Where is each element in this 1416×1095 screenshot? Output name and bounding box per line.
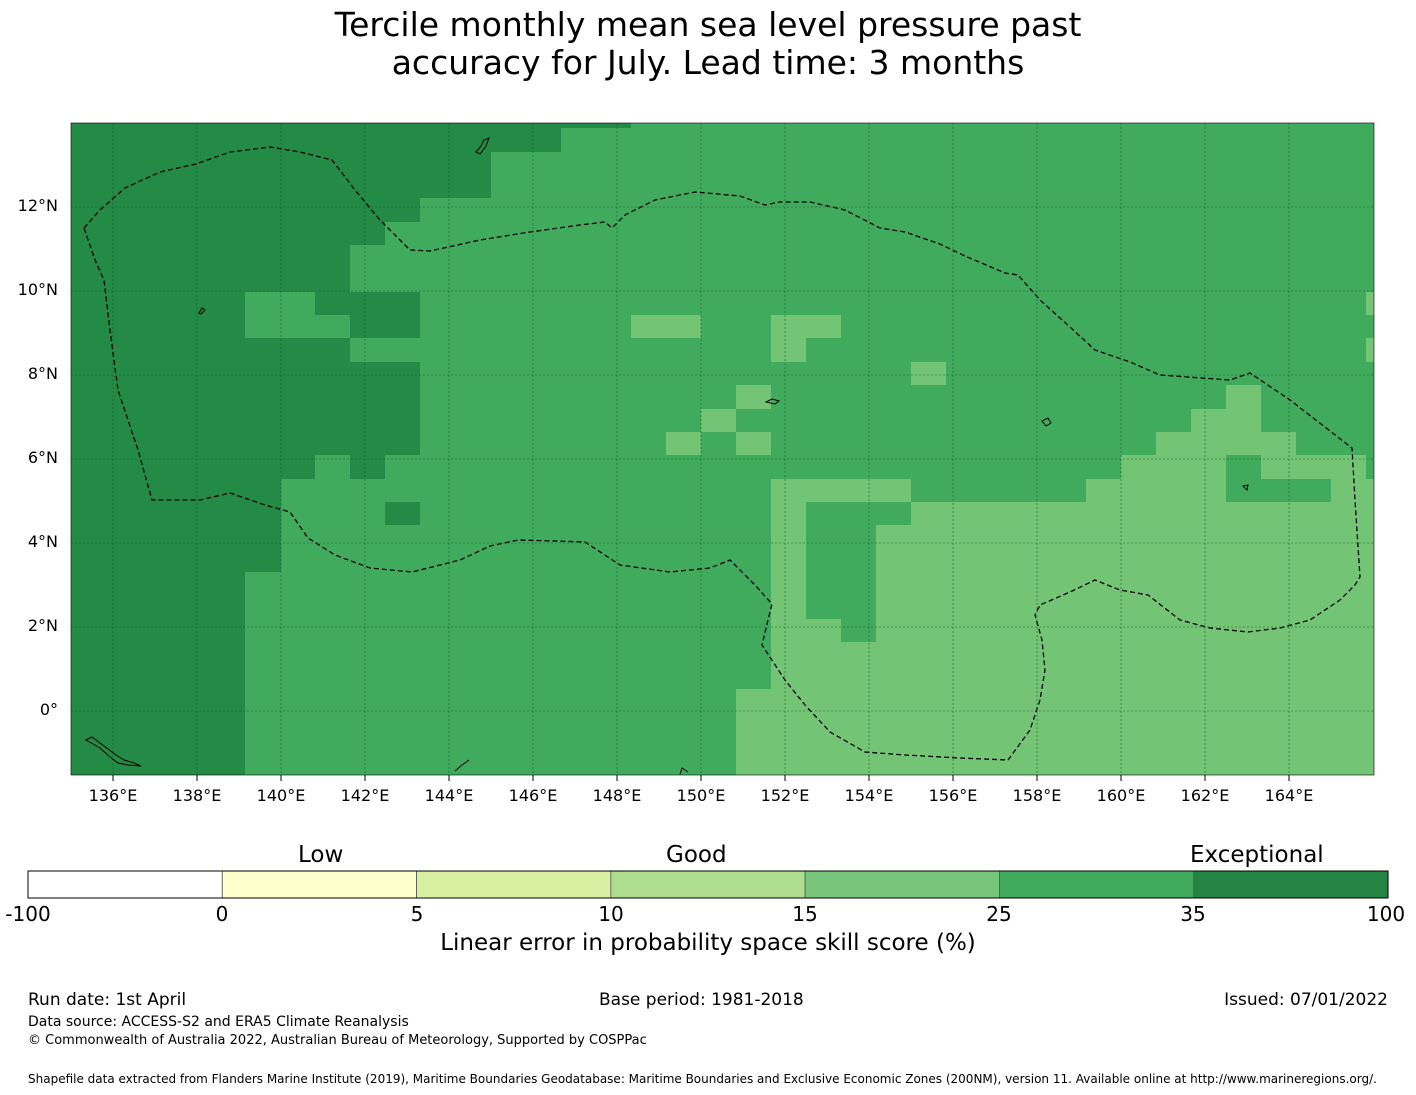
skill-map — [71, 123, 1374, 775]
region-high-skill — [806, 502, 876, 525]
graticule — [71, 123, 1374, 781]
colorbar-tick: 100 — [1366, 902, 1406, 926]
colorbar-swatch — [999, 870, 1195, 899]
base-period: Base period: 1981-2018 — [599, 990, 804, 1010]
colorbar-frame — [27, 870, 1389, 899]
lon-label-150e: 150°E — [676, 786, 726, 805]
lon-label-156e: 156°E — [928, 786, 978, 805]
lat-label-4n: 4°N — [27, 532, 58, 551]
region-high-skill — [841, 595, 876, 642]
lon-label-144e: 144°E — [424, 786, 474, 805]
region-good-skill — [771, 385, 1374, 775]
lon-label-136e: 136°E — [88, 786, 138, 805]
manus-outline — [454, 759, 470, 772]
colorbar-tick: 35 — [1180, 902, 1206, 926]
region-good-skill — [1366, 338, 1374, 362]
colorbar-swatch — [804, 870, 1000, 899]
colorbar-tick: -100 — [5, 902, 51, 926]
region-good-skill — [771, 315, 841, 362]
colorbar-swatch — [416, 870, 612, 899]
region-good-skill — [911, 362, 946, 385]
lon-label-162e: 162°E — [1180, 786, 1230, 805]
lat-label-12n: 12°N — [17, 196, 58, 215]
lon-label-148e: 148°E — [592, 786, 642, 805]
lon-label-152e: 152°E — [760, 786, 810, 805]
eez-boundary — [83, 146, 1361, 761]
bougainville-outline — [679, 767, 689, 775]
lon-label-154e: 154°E — [844, 786, 894, 805]
lon-label-140e: 140°E — [256, 786, 306, 805]
title-line-2: accuracy for July. Lead time: 3 months — [391, 43, 1025, 82]
title-line-1: Tercile monthly mean sea level pressure … — [334, 5, 1082, 44]
yap-outline — [198, 307, 206, 315]
map-frame — [70, 122, 1375, 776]
region-good-skill — [736, 432, 771, 455]
shapefile-credit: Shapefile data extracted from Flanders M… — [28, 1072, 1377, 1086]
colorbar-tick: 15 — [792, 902, 818, 926]
run-date: Run date: 1st April — [28, 990, 187, 1010]
copyright: © Commonwealth of Australia 2022, Austra… — [28, 1033, 647, 1048]
colorbar-swatch — [221, 870, 417, 899]
region-good-skill — [701, 385, 771, 432]
lon-label-158e: 158°E — [1012, 786, 1062, 805]
pohnpei-outline — [1041, 417, 1052, 427]
data-source: Data source: ACCESS-S2 and ERA5 Climate … — [28, 1014, 409, 1030]
colorbar-tick: 5 — [410, 902, 424, 926]
region-high-skill — [1226, 455, 1331, 502]
lat-label-10n: 10°N — [17, 280, 58, 299]
colorbar-tick: 10 — [598, 902, 624, 926]
lon-label-146e: 146°E — [508, 786, 558, 805]
guam-outline — [475, 137, 490, 155]
lon-label-138e: 138°E — [172, 786, 222, 805]
lat-label-8n: 8°N — [27, 364, 58, 383]
region-good-skill — [666, 432, 701, 455]
region-good-skill — [1366, 292, 1374, 315]
colorbar-label: Linear error in probability space skill … — [440, 930, 976, 956]
colorbar-tick: 0 — [215, 902, 229, 926]
colorbar-swatch — [610, 870, 806, 899]
colorbar-tick: 25 — [986, 902, 1012, 926]
png-coast — [84, 736, 142, 767]
lat-label-2n: 2°N — [27, 616, 58, 635]
lon-label-164e: 164°E — [1264, 786, 1314, 805]
lat-label-6n: 6°N — [27, 448, 58, 467]
map-title: Tercile monthly mean sea level pressure … — [0, 6, 1416, 82]
colorbar-swatch — [1193, 870, 1389, 899]
lon-label-142e: 142°E — [340, 786, 390, 805]
chuuk-outline — [764, 398, 781, 405]
issued-date: Issued: 07/01/2022 — [1224, 990, 1388, 1010]
islands — [84, 137, 1249, 775]
colorbar — [27, 870, 1389, 899]
region-good-skill — [631, 315, 701, 338]
category-exceptional: Exceptional — [1190, 842, 1324, 868]
lon-label-160e: 160°E — [1096, 786, 1146, 805]
colorbar-swatch — [27, 870, 223, 899]
region-exceptional-skill — [71, 123, 631, 775]
palau-eez-boundary — [83, 146, 1361, 761]
category-low: Low — [298, 842, 344, 868]
region-high-skill — [350, 338, 420, 362]
kosrae-outline — [1241, 484, 1249, 492]
region-high-skill — [245, 292, 350, 338]
lat-label-0: 0° — [39, 700, 58, 719]
region-exceptional-skill — [385, 502, 420, 525]
category-good: Good — [666, 842, 727, 868]
